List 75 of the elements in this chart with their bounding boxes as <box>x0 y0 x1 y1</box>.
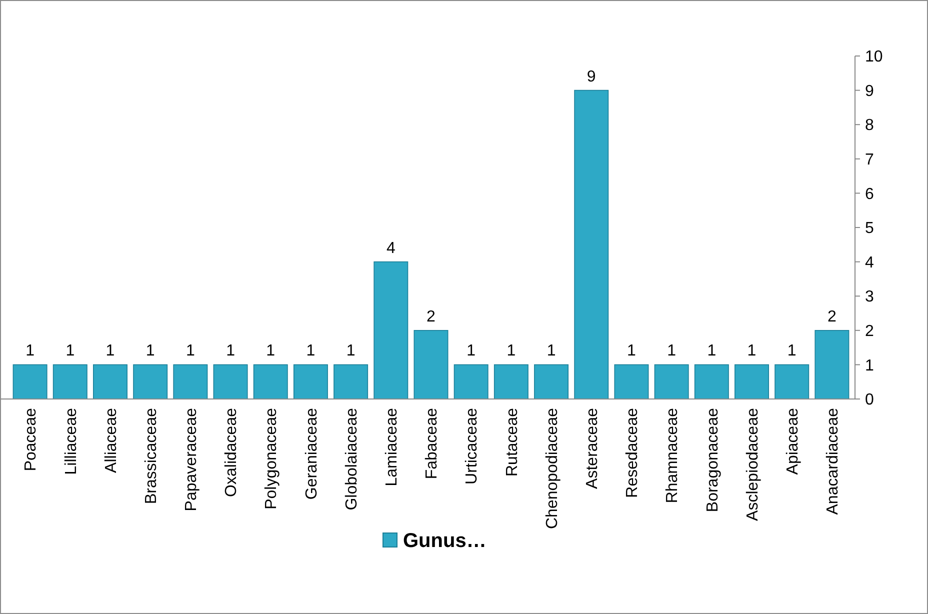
bar <box>374 261 408 400</box>
legend-label: Gunus… <box>403 530 486 552</box>
y-tick-label: 2 <box>865 323 874 340</box>
bar <box>52 364 88 400</box>
y-tick-label: 9 <box>865 82 874 100</box>
bar <box>494 364 528 400</box>
bar <box>93 364 128 400</box>
data-label: 1 <box>346 342 356 360</box>
data-label: 4 <box>386 240 396 257</box>
bar <box>253 364 288 400</box>
data-label: 1 <box>506 342 516 360</box>
x-tick-label: Rutaceae <box>504 408 521 476</box>
bar <box>414 330 448 400</box>
x-tick-label: Urticaceae <box>464 408 481 484</box>
x-tick-label: Oxalidaceae <box>223 408 240 497</box>
data-label: 1 <box>106 342 115 360</box>
x-tick-label: Globolaiaceae <box>343 408 360 510</box>
data-label: 2 <box>828 308 836 326</box>
x-tick-label: Papaveraceae <box>183 408 200 512</box>
bar <box>213 364 248 400</box>
bar <box>133 364 168 400</box>
data-label: 1 <box>226 342 236 360</box>
x-tick-label: Anacardiaceae <box>824 408 842 515</box>
data-label: 1 <box>707 342 716 360</box>
bar <box>12 364 48 400</box>
data-label: 1 <box>66 342 75 360</box>
x-tick-label: Asclepiodaceae <box>744 408 762 521</box>
x-tick-label: Alliaceae <box>102 408 120 473</box>
bar <box>173 364 208 400</box>
data-label: 1 <box>466 342 476 360</box>
x-tick-label: Apiaceae <box>784 408 802 475</box>
bar <box>334 364 368 400</box>
data-label: 9 <box>586 68 596 86</box>
y-tick-label: 3 <box>865 288 874 306</box>
data-label: 2 <box>426 308 436 326</box>
x-tick-label: Poaceae <box>22 408 40 472</box>
data-label: 1 <box>747 342 756 360</box>
x-tick-label: Asteraceae <box>584 408 601 489</box>
x-tick-label: Chenopodiaceae <box>544 408 561 529</box>
bar <box>694 364 729 400</box>
y-tick-label: 1 <box>865 357 874 374</box>
bar <box>774 364 810 400</box>
data-label: 1 <box>787 342 796 360</box>
y-tick-label: 0 <box>865 392 874 409</box>
bar <box>574 90 609 400</box>
x-tick-label: Fabaceae <box>424 408 441 480</box>
y-tick-label: 5 <box>865 220 874 238</box>
x-tick-label: Rhamnaceae <box>664 408 682 504</box>
y-tick-label: 10 <box>865 48 883 66</box>
data-label: 1 <box>266 342 276 360</box>
y-tick-label: 4 <box>865 254 874 272</box>
x-tick-label: Lilliaceae <box>62 408 80 475</box>
x-tick-label: Polygonaceae <box>263 408 280 510</box>
x-tick-label: Boragonaceae <box>704 408 722 512</box>
x-tick-label: Resedaceae <box>624 408 642 498</box>
x-tick-label: Lamiaceae <box>384 408 401 486</box>
x-tick-label: Brassicaceae <box>142 408 160 504</box>
bar <box>614 364 649 400</box>
bar <box>293 364 328 400</box>
y-tick-label: 6 <box>865 186 874 203</box>
data-label: 1 <box>146 342 155 360</box>
x-tick-label: Geraniaceae <box>303 408 320 500</box>
y-tick-label: 7 <box>865 152 874 168</box>
bar <box>654 364 689 400</box>
y-tick-label: 8 <box>865 117 874 134</box>
data-label: 1 <box>26 342 35 360</box>
data-label: 1 <box>627 342 636 360</box>
bar <box>534 364 569 400</box>
bar <box>814 330 850 400</box>
bar <box>734 364 769 400</box>
bar <box>454 364 488 400</box>
data-label: 1 <box>546 342 556 360</box>
data-label: 1 <box>667 342 676 360</box>
data-label: 1 <box>306 342 316 360</box>
data-label: 1 <box>186 342 195 360</box>
